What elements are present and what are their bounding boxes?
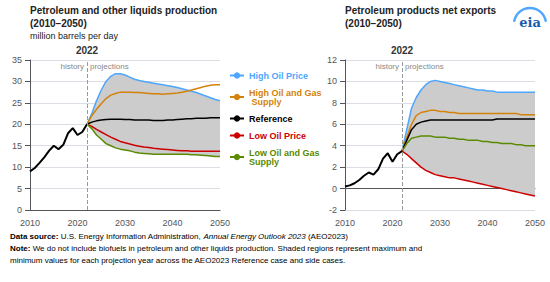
- svg-text:Supply: Supply: [249, 157, 279, 167]
- svg-text:2030: 2030: [115, 218, 135, 228]
- svg-text:0: 0: [332, 184, 337, 194]
- svg-text:High Oil and Gas: High Oil and Gas: [249, 87, 322, 98]
- svg-text:10: 10: [12, 162, 22, 172]
- svg-text:8: 8: [332, 98, 337, 108]
- svg-text:15: 15: [12, 141, 22, 151]
- svg-text:projections: projections: [405, 62, 444, 71]
- svg-text:20: 20: [12, 119, 22, 129]
- svg-text:projections: projections: [90, 62, 129, 71]
- svg-text:2010: 2010: [20, 218, 40, 228]
- svg-text:2020: 2020: [382, 218, 402, 228]
- svg-text:2010: 2010: [335, 218, 355, 228]
- svg-text:2040: 2040: [477, 218, 497, 228]
- svg-text:Reference: Reference: [249, 114, 293, 124]
- svg-text:Low Oil and Gas: Low Oil and Gas: [249, 147, 322, 158]
- svg-text:U.S. Energy Information Admini: U.S. Energy Information Administration,: [61, 232, 201, 241]
- svg-text:12: 12: [327, 55, 337, 65]
- svg-text:Supply: Supply: [249, 97, 282, 107]
- svg-text:35: 35: [12, 55, 22, 65]
- svg-text:Annual Energy Outlook 2023: Annual Energy Outlook 2023: [202, 232, 306, 241]
- svg-text:minimum values for each projec: minimum values for each projection year …: [10, 256, 345, 265]
- svg-text:history: history: [60, 62, 84, 71]
- svg-text:(2010–2050): (2010–2050): [345, 18, 402, 29]
- svg-text:Petroleum products net exports: Petroleum products net exports: [345, 5, 497, 16]
- svg-text:2022: 2022: [76, 45, 99, 56]
- svg-text:2030: 2030: [430, 218, 450, 228]
- svg-text:(AEO2023): (AEO2023): [308, 232, 348, 241]
- svg-text:25: 25: [12, 98, 22, 108]
- svg-text:Data source:: Data source:: [10, 232, 58, 241]
- svg-text:4: 4: [332, 141, 337, 151]
- svg-text:2: 2: [332, 162, 337, 172]
- svg-text:million barrels per day: million barrels per day: [30, 31, 119, 41]
- svg-text:0: 0: [17, 205, 22, 215]
- svg-text:High Oil Price: High Oil Price: [249, 71, 308, 81]
- svg-text:2040: 2040: [162, 218, 182, 228]
- svg-text:Petroleum and other liquids pr: Petroleum and other liquids production: [30, 5, 217, 16]
- svg-text:-2: -2: [329, 205, 337, 215]
- svg-text:We do not include biofuels in: We do not include biofuels in petroleum …: [33, 244, 422, 253]
- svg-text:2020: 2020: [67, 218, 87, 228]
- svg-text:30: 30: [12, 76, 22, 86]
- svg-text:5: 5: [17, 184, 22, 194]
- svg-text:2050: 2050: [210, 218, 230, 228]
- svg-text:10: 10: [327, 76, 337, 86]
- svg-text:eia: eia: [519, 15, 541, 30]
- svg-text:(2010–2050): (2010–2050): [30, 18, 87, 29]
- svg-text:2050: 2050: [525, 218, 545, 228]
- svg-text:Note:: Note:: [10, 244, 30, 253]
- svg-text:history: history: [375, 62, 399, 71]
- svg-text:6: 6: [332, 119, 337, 129]
- svg-text:2022: 2022: [391, 45, 414, 56]
- svg-text:Low Oil Price: Low Oil Price: [249, 131, 306, 141]
